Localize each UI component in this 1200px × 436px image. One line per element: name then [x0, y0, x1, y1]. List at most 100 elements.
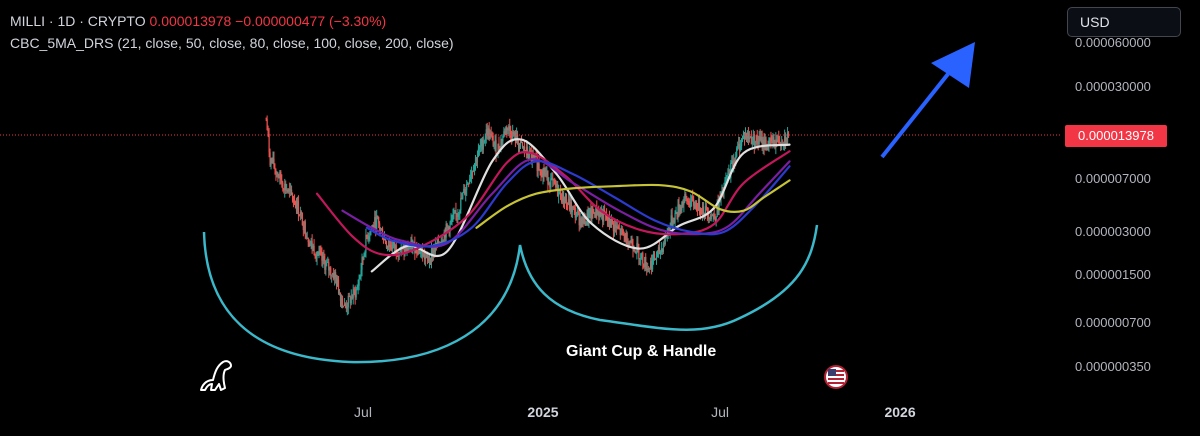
time-axis-label: 2026 [884, 404, 916, 420]
candle [315, 251, 317, 262]
candle [323, 249, 325, 265]
candle [560, 184, 562, 201]
candle [339, 292, 342, 307]
tradingview-dino-icon [200, 360, 232, 391]
candle [390, 241, 392, 252]
candle [708, 216, 710, 223]
ma-line-80 [341, 158, 791, 248]
cup-handle-curve [202, 224, 819, 364]
candle [310, 237, 312, 250]
candle [313, 239, 315, 256]
candle [620, 225, 622, 236]
candle [769, 137, 771, 145]
candle [611, 219, 614, 225]
candle [619, 228, 621, 240]
candle [462, 191, 464, 200]
candle [358, 274, 360, 291]
candle [338, 289, 341, 296]
currency-button[interactable]: USD [1067, 7, 1181, 37]
candle [275, 168, 277, 181]
candle [308, 239, 310, 248]
candle [678, 197, 680, 218]
price-axis-label: 0.000060000 [1075, 35, 1151, 51]
candle [356, 284, 358, 291]
candle [268, 128, 270, 158]
candle [409, 246, 411, 250]
candle [267, 125, 269, 138]
candle [739, 137, 741, 158]
candle [579, 213, 581, 230]
candle [603, 205, 605, 226]
candle [577, 209, 579, 216]
candle [785, 137, 788, 145]
candle [554, 177, 556, 185]
candle [321, 247, 323, 267]
us-flag-event-icon[interactable] [824, 365, 848, 389]
candle [681, 201, 683, 213]
candle [659, 250, 661, 260]
candle [463, 183, 465, 194]
candle [429, 257, 432, 265]
candle [378, 216, 380, 229]
candle [464, 184, 466, 196]
candle [614, 220, 616, 233]
candle [280, 170, 282, 185]
candle [567, 193, 570, 206]
candle [503, 127, 505, 138]
candle [478, 145, 481, 156]
candle [714, 213, 716, 223]
candle [454, 210, 456, 214]
candle [285, 180, 287, 195]
candle [738, 136, 740, 150]
candle [518, 142, 521, 153]
price-axis-label: 0.000007000 [1075, 170, 1151, 186]
candle [573, 205, 575, 216]
candle [741, 135, 744, 143]
candle [537, 162, 539, 179]
candle [270, 157, 272, 170]
candle [717, 194, 719, 216]
candle [295, 197, 298, 214]
candle [513, 130, 515, 137]
candle [540, 169, 542, 182]
candle [696, 202, 699, 217]
candle [685, 191, 687, 202]
candle [683, 196, 685, 213]
candle [736, 146, 738, 158]
candle [623, 231, 625, 243]
candle [570, 196, 572, 218]
time-axis-label: Jul [711, 404, 730, 420]
candle [574, 201, 576, 224]
candle [445, 220, 447, 242]
candle [455, 202, 457, 221]
candle [265, 117, 267, 122]
candle [652, 250, 655, 265]
candle [291, 192, 294, 203]
candle [467, 181, 469, 185]
candle [643, 263, 645, 269]
candle [585, 221, 587, 226]
candle [367, 231, 369, 242]
candle [743, 131, 746, 146]
candle [485, 123, 487, 144]
candle [571, 205, 573, 218]
candle [514, 130, 516, 139]
candle [589, 207, 591, 219]
candle [397, 251, 399, 262]
candle [447, 224, 449, 231]
indicator-label[interactable]: CBC_5MA_DRS (21, close, 50, close, 80, c… [10, 35, 454, 51]
candle [347, 292, 349, 315]
candle [569, 196, 571, 215]
candle [466, 180, 468, 196]
candle [379, 221, 381, 237]
candle [566, 202, 569, 211]
candle [483, 139, 485, 144]
candles [265, 115, 790, 316]
candle [625, 229, 627, 245]
candle [353, 287, 355, 296]
candle [646, 262, 648, 276]
candle [456, 212, 458, 223]
candle [541, 169, 543, 178]
candle [266, 115, 268, 131]
